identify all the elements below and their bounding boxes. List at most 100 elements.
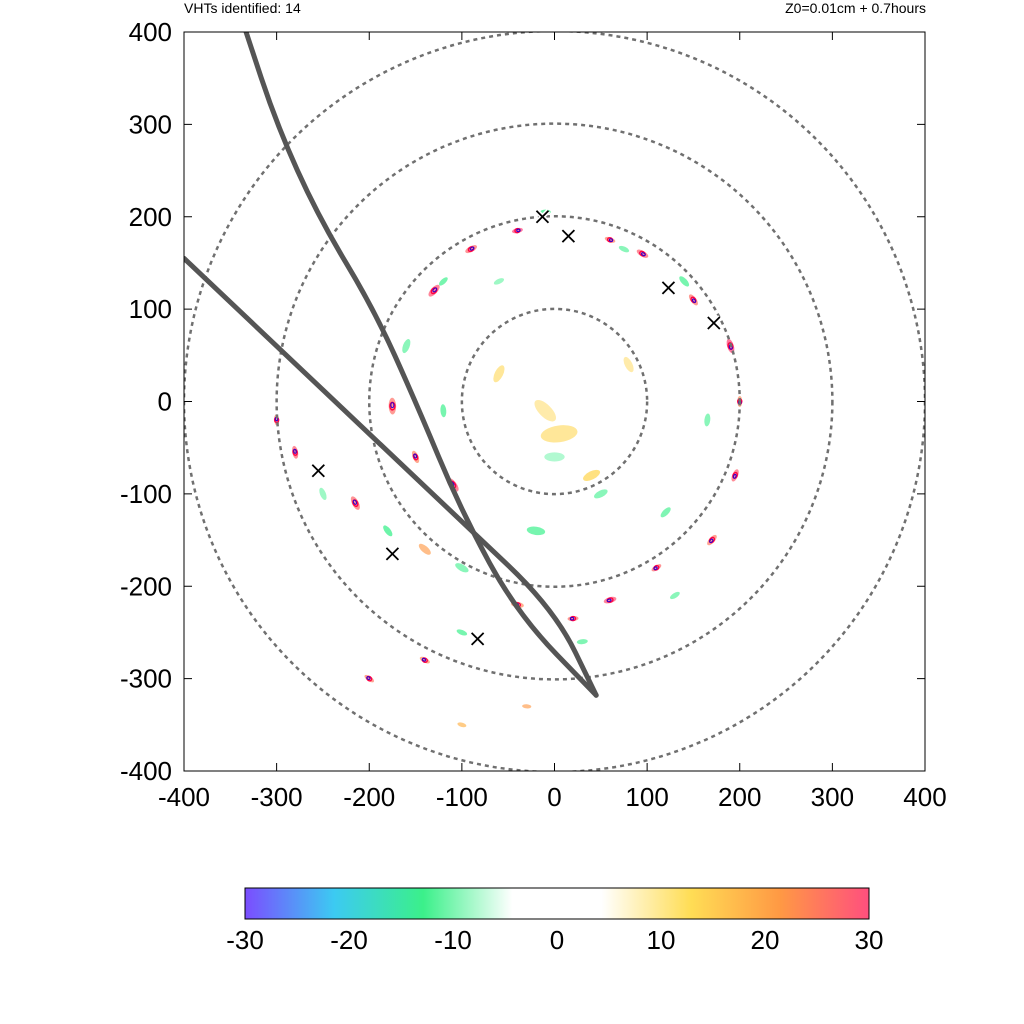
colorbar-tick-label: 0 <box>550 925 564 955</box>
vorticity-feature <box>457 722 467 728</box>
y-tick-label: 100 <box>129 294 172 324</box>
colorbar-tick-label: 10 <box>647 925 676 955</box>
vorticity-feature <box>493 278 505 285</box>
track-line <box>243 32 599 698</box>
vorticity-feature <box>418 543 431 555</box>
vht-marker <box>660 280 677 296</box>
vht-marker <box>706 315 722 331</box>
y-tick-label: 400 <box>129 17 172 47</box>
vorticity-feature <box>688 294 698 306</box>
vorticity-contour <box>421 657 427 662</box>
vorticity-feature <box>670 591 680 600</box>
vorticity-feature <box>618 245 630 253</box>
vorticity-feature <box>623 356 634 373</box>
vorticity-feature <box>522 704 532 709</box>
vorticity-feature <box>576 639 588 645</box>
vorticity-feature <box>438 277 448 286</box>
vorticity-feature <box>604 236 616 243</box>
vorticity-feature <box>603 596 617 604</box>
vorticity-feature <box>594 489 608 499</box>
vorticity-contour <box>653 566 658 571</box>
vorticity-feature <box>636 249 649 258</box>
vht-marker-stroke <box>561 229 576 243</box>
x-tick-label: -200 <box>343 782 395 812</box>
range-ring <box>368 215 741 588</box>
y-tick-label: -300 <box>120 664 172 694</box>
y-tick-label: -400 <box>120 756 172 786</box>
plot-frame <box>183 31 926 772</box>
vorticity-contour <box>469 246 475 251</box>
vorticity-feature <box>731 469 739 482</box>
vorticity-feature <box>411 450 420 464</box>
vorticity-feature <box>540 425 578 443</box>
vorticity-feature <box>679 276 690 287</box>
vorticity-feature <box>440 404 447 418</box>
x-tick-label: -100 <box>436 782 488 812</box>
vht-marker-stroke <box>311 464 325 478</box>
vorticity-feature <box>704 413 711 427</box>
x-tick-label: 400 <box>903 782 946 812</box>
vorticity-feature <box>292 445 299 459</box>
vorticity-contour <box>516 228 521 233</box>
vorticity-feature <box>428 284 440 297</box>
vht-marker-stroke <box>470 632 485 646</box>
x-tick-label: 0 <box>547 782 561 812</box>
vorticity-feature <box>707 534 717 546</box>
colorbar-tick-label: 30 <box>855 925 884 955</box>
range-ring <box>460 307 649 496</box>
vht-marker-stroke <box>661 281 676 295</box>
vorticity-feature <box>526 526 546 536</box>
vht-marker <box>310 463 327 479</box>
vorticity-feature <box>364 674 375 683</box>
y-tick-label: -100 <box>120 479 172 509</box>
y-tick-label: 0 <box>158 387 172 417</box>
run-info-label: Z0=0.01cm + 0.7hours <box>785 0 926 16</box>
range-ring <box>184 32 925 771</box>
vorticity-feature <box>493 365 505 383</box>
vorticity-feature <box>350 496 360 510</box>
x-tick-label: -400 <box>158 782 210 812</box>
vorticity-contour <box>732 473 737 479</box>
vorticity-contour <box>606 598 612 603</box>
vorticity-feature <box>402 339 411 354</box>
x-tick-label: -300 <box>251 782 303 812</box>
x-tick-label: 300 <box>811 782 854 812</box>
vht-marker-stroke <box>535 210 550 224</box>
vorticity-contour <box>432 287 438 293</box>
range-ring <box>275 122 834 681</box>
y-tick-label: 200 <box>129 202 172 232</box>
vorticity-feature <box>534 399 557 422</box>
y-tick-label: 300 <box>129 109 172 139</box>
vorticity-feature <box>456 629 468 636</box>
y-tick-label: -200 <box>120 571 172 601</box>
vorticity-feature <box>383 525 393 537</box>
vht-marker-stroke <box>707 316 721 330</box>
vht-marker <box>534 208 551 225</box>
vorticity-feature <box>544 452 565 462</box>
vorticity-feature <box>388 397 397 415</box>
vorticity-feature <box>319 487 327 500</box>
vorticity-contour <box>691 298 697 303</box>
track-line <box>184 255 599 698</box>
vht-marker-stroke <box>385 547 400 561</box>
colorbar-tick-label: -30 <box>226 925 264 955</box>
vorticity-feature <box>465 245 477 254</box>
vorticity-feature <box>651 564 662 572</box>
x-tick-label: 100 <box>625 782 668 812</box>
vorticity-contour <box>569 616 575 621</box>
vorticity-contour <box>293 448 297 454</box>
vorticity-contour <box>413 453 418 459</box>
vorticity-contour <box>390 402 395 409</box>
vorticity-feature <box>455 563 469 573</box>
vorticity-contour <box>352 499 358 505</box>
vorticity-contour <box>608 238 614 242</box>
colorbar-tick-label: -20 <box>330 925 368 955</box>
vorticity-contour <box>709 538 714 544</box>
x-tick-label: 200 <box>718 782 761 812</box>
vorticity-feature <box>419 656 430 664</box>
vht-marker <box>560 228 577 244</box>
vorticity-feature <box>583 469 601 481</box>
vht-marker <box>384 546 401 562</box>
vht-count-label: VHTs identified: 14 <box>184 0 301 16</box>
